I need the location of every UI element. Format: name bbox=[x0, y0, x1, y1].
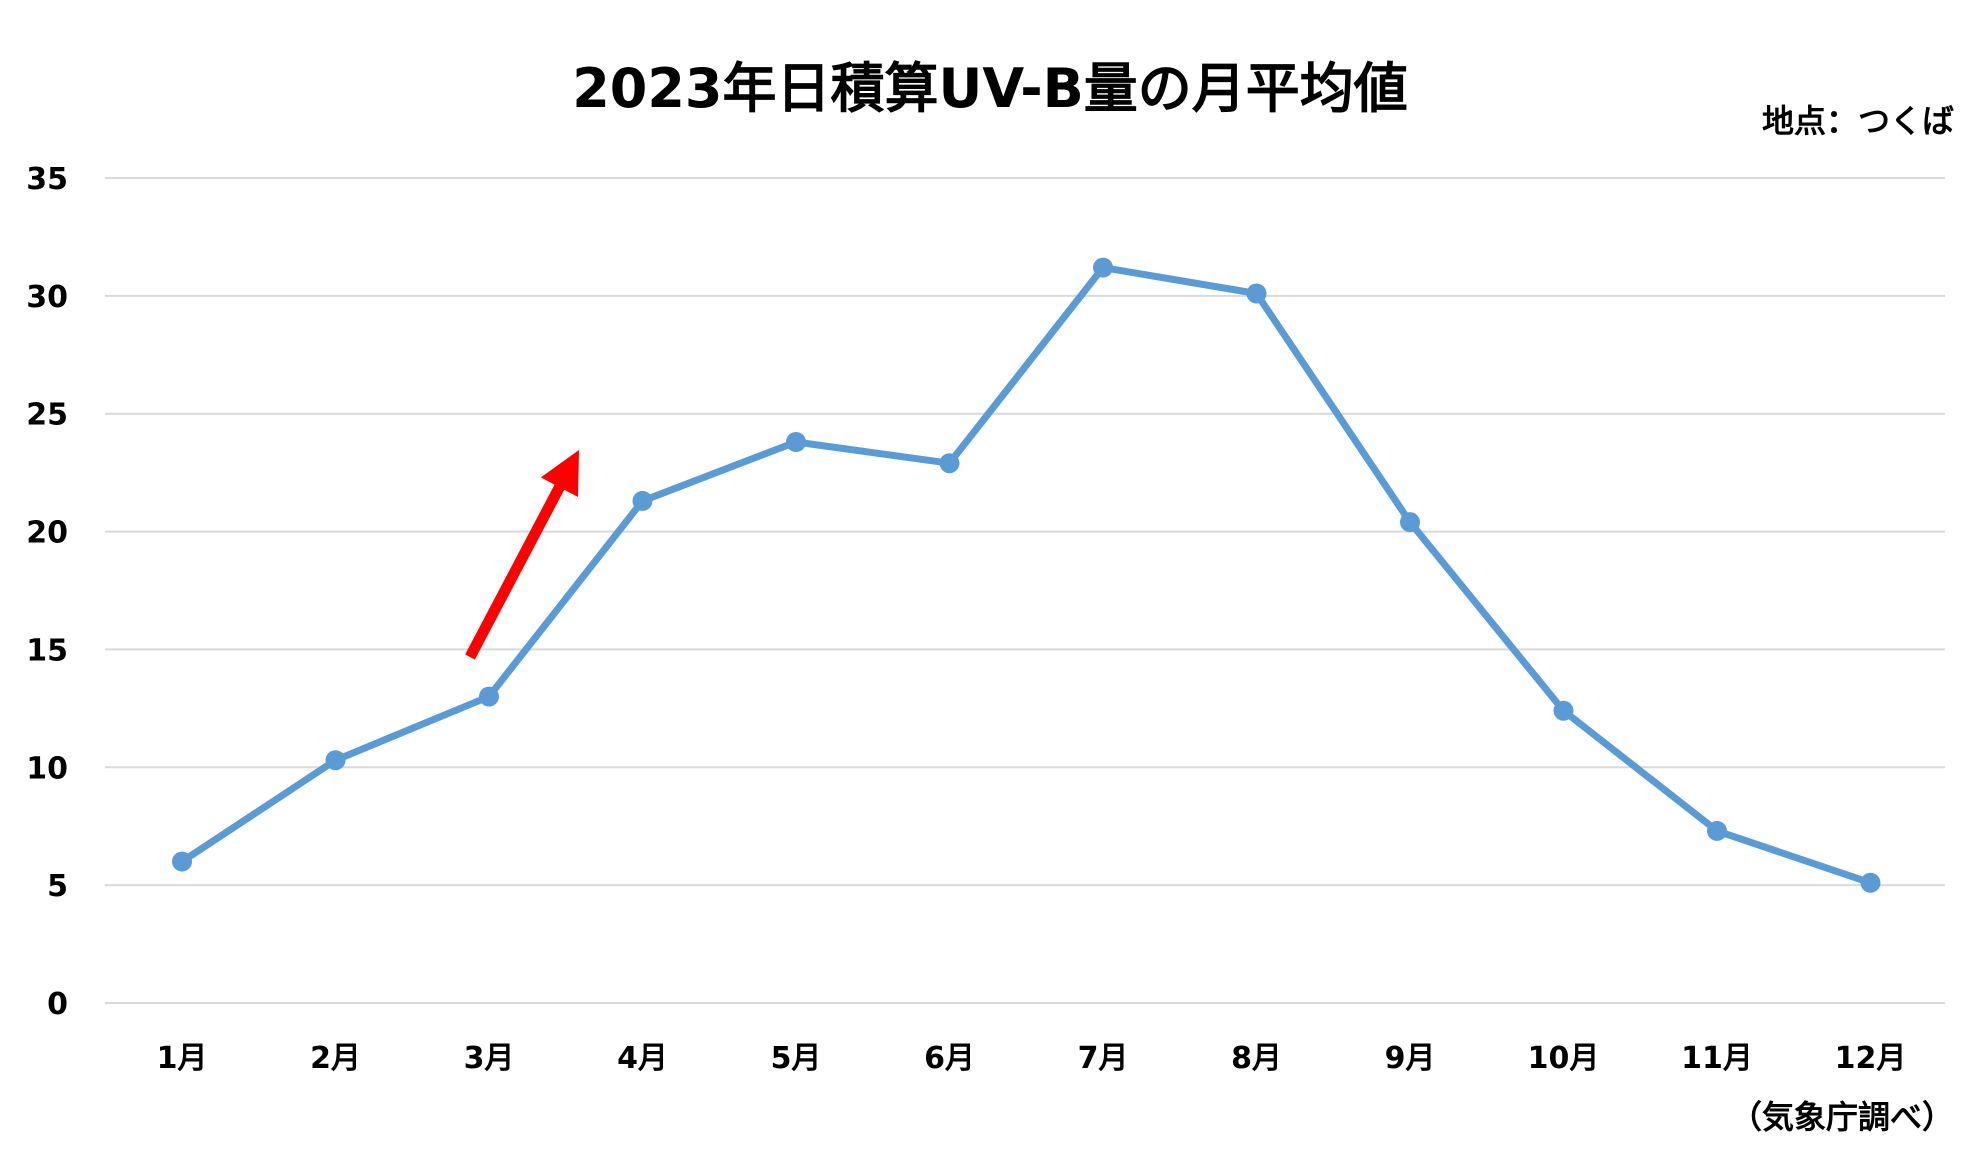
data-point bbox=[1093, 257, 1113, 278]
x-tick-label: 6月 bbox=[924, 1041, 975, 1076]
arrow-head bbox=[540, 450, 579, 497]
data-point bbox=[172, 851, 192, 872]
data-point bbox=[325, 750, 346, 771]
chart-title: 2023年日積算UV-B量の月平均値 bbox=[572, 57, 1408, 120]
x-tick-label: 7月 bbox=[1078, 1041, 1129, 1076]
data-point bbox=[632, 490, 653, 511]
y-tick-label: 10 bbox=[26, 751, 68, 786]
location-label: 地点：つくば bbox=[1761, 102, 1954, 140]
y-tick-label: 20 bbox=[26, 516, 68, 551]
y-tick-label: 0 bbox=[47, 987, 68, 1022]
x-tick-label: 3月 bbox=[464, 1041, 515, 1076]
source-note: （気象庁調べ） bbox=[1729, 1098, 1954, 1136]
trend-arrow-annotation bbox=[465, 450, 579, 660]
data-point bbox=[1400, 512, 1420, 533]
x-tick-label: 1月 bbox=[157, 1041, 208, 1076]
x-tick-label: 12月 bbox=[1835, 1041, 1907, 1076]
x-tick-label: 9月 bbox=[1385, 1041, 1436, 1076]
y-tick-label: 15 bbox=[26, 633, 68, 668]
data-point bbox=[786, 432, 806, 452]
x-tick-label: 5月 bbox=[771, 1041, 822, 1076]
x-tick-label: 11月 bbox=[1681, 1041, 1753, 1076]
x-tick-label: 8月 bbox=[1231, 1041, 1282, 1076]
y-tick-label: 25 bbox=[26, 398, 68, 433]
y-tick-label: 30 bbox=[26, 280, 68, 315]
series-line bbox=[180, 264, 1872, 887]
y-tick-label: 5 bbox=[47, 869, 68, 904]
data-point bbox=[1246, 283, 1267, 304]
x-tick-label: 10月 bbox=[1528, 1041, 1600, 1076]
data-point bbox=[1707, 820, 1727, 841]
arrow-shaft bbox=[465, 481, 567, 660]
y-axis-ticks: 0 5 10 15 20 25 30 35 bbox=[26, 162, 68, 1022]
data-point bbox=[1553, 700, 1574, 721]
x-axis-ticks: 1月 2月 3月 4月 5月 6月 7月 8月 9月 10月 11月 12月 bbox=[157, 1041, 1907, 1076]
x-tick-label: 4月 bbox=[617, 1041, 668, 1076]
data-point bbox=[479, 686, 499, 707]
y-tick-label: 35 bbox=[26, 162, 68, 197]
data-point bbox=[939, 453, 960, 474]
series-uvb bbox=[172, 257, 1881, 893]
gridlines bbox=[105, 177, 1945, 1004]
x-tick-label: 2月 bbox=[310, 1041, 361, 1076]
data-point bbox=[1860, 872, 1881, 893]
